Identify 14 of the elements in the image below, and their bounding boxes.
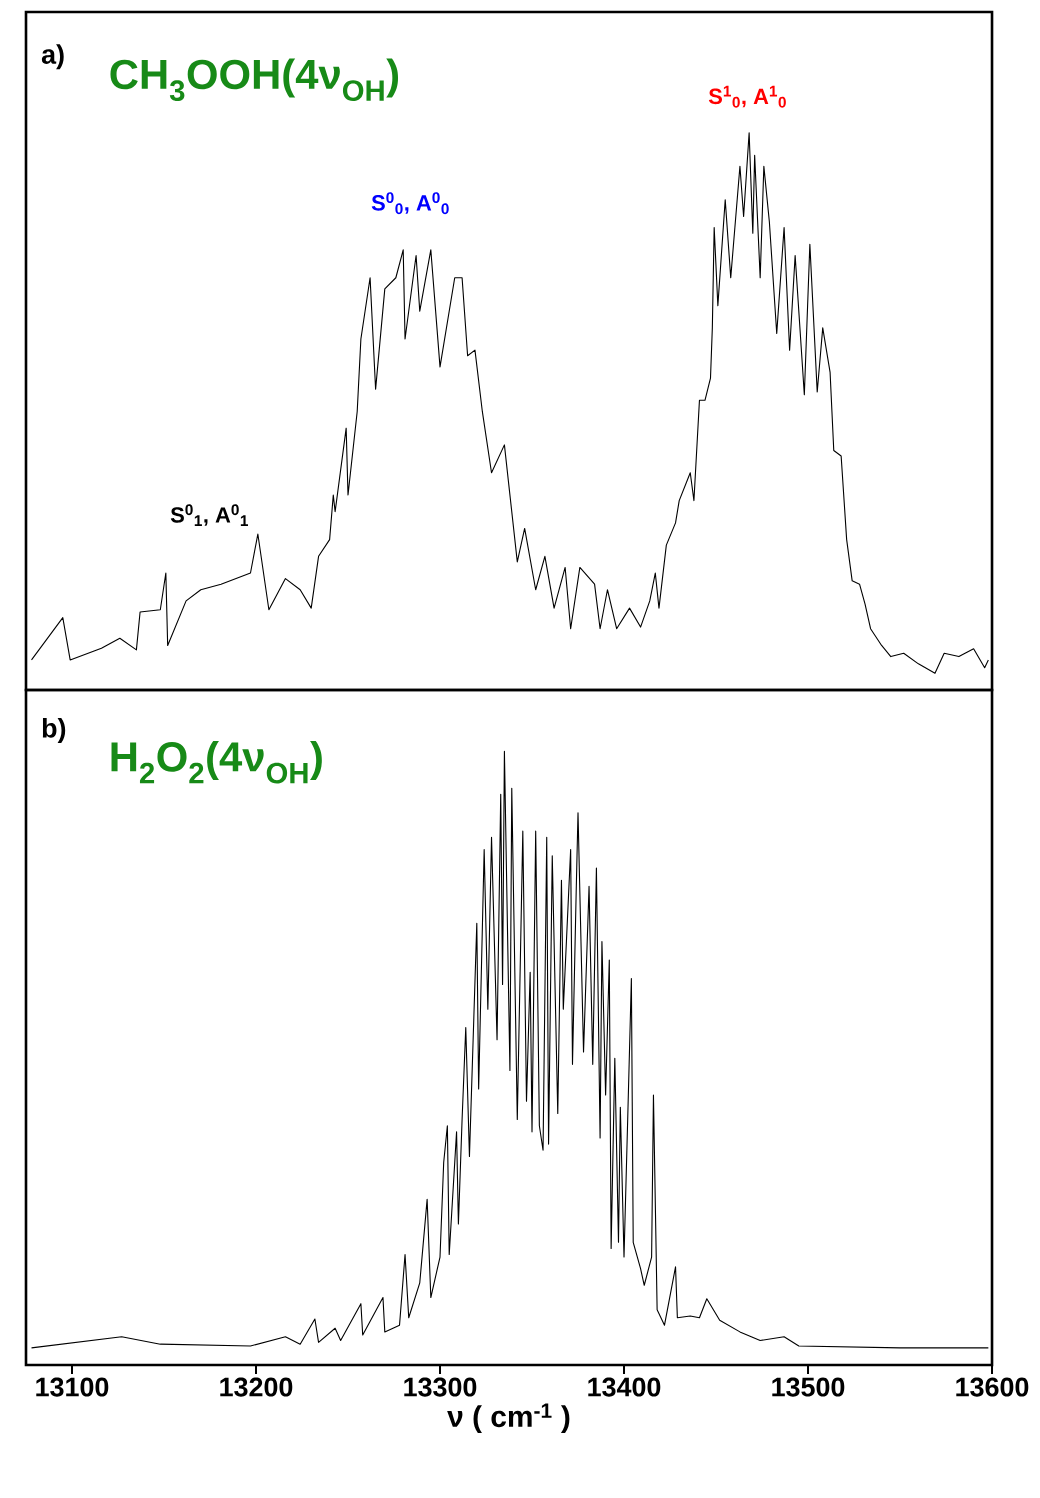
x-tick-label: 13400 — [588, 1377, 661, 1397]
annotation: S$^{0}$$_{0}$, A$^{0}$0 — [371, 192, 449, 215]
x-axis-title: ν ( cm$^{-1}$ ) — [447, 1403, 570, 1434]
chart-title: CH$_{3}$OOH(4ν$_{OH}$) — [110, 58, 399, 102]
annotation: S$^{0}$$_{1}$, A$^{0}$1 — [170, 504, 248, 526]
x-tick-label: 13500 — [772, 1377, 845, 1397]
chart-title: H$_{2}$O$_{2}$(4ν$_{OH}$) — [111, 740, 322, 784]
text: b) — [42, 717, 66, 744]
text: S$^{1}$$_{0}$, A$^{1}$0 — [708, 85, 786, 108]
x-tick-label: 13200 — [220, 1377, 293, 1397]
x-tick-label: 13100 — [36, 1377, 109, 1397]
text: a) — [41, 44, 64, 70]
x-tick-label: 13600 — [956, 1377, 1029, 1397]
x-tick-label: 13300 — [404, 1377, 477, 1397]
